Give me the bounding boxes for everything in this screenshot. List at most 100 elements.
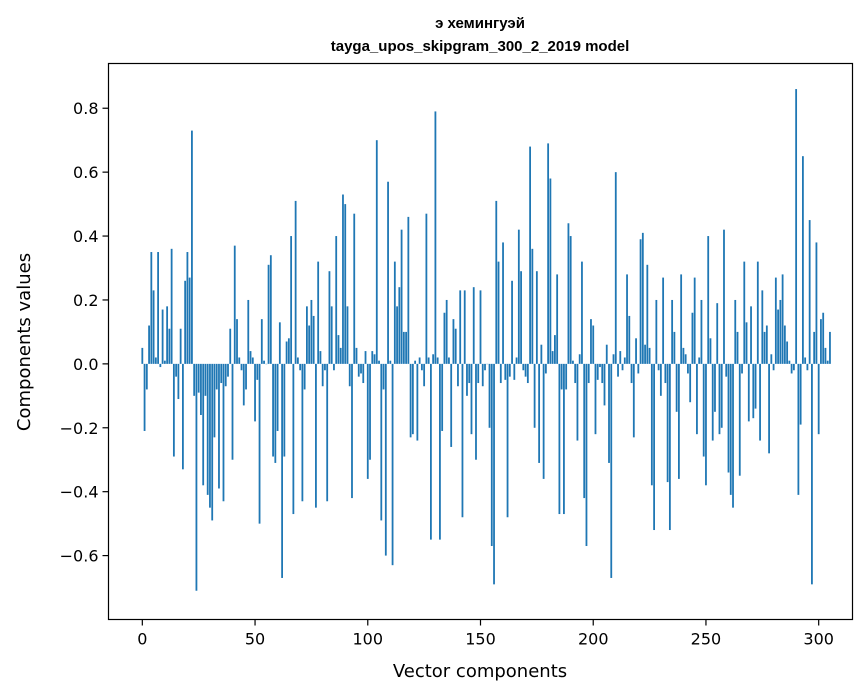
bar-206 (605, 344, 608, 364)
bar-113 (396, 306, 398, 364)
bar-225 (648, 347, 651, 364)
bar-272 (754, 363, 757, 409)
bar-166 (515, 357, 518, 364)
bar-88 (339, 347, 342, 364)
bar-99 (364, 351, 367, 364)
bar-7 (157, 252, 159, 364)
bar-199 (590, 319, 592, 364)
bar-137 (450, 363, 453, 447)
bar-232 (664, 363, 667, 384)
bar-2 (145, 363, 148, 390)
bar-281 (774, 277, 777, 364)
bar-270 (750, 306, 752, 364)
bar-4 (150, 252, 153, 364)
y-tick-label: −0.2 (60, 419, 99, 438)
bar-85 (333, 363, 335, 371)
bar-155 (490, 363, 493, 547)
bar-184 (556, 274, 559, 364)
bar-23 (193, 363, 196, 396)
bar-173 (531, 248, 534, 364)
bar-263 (734, 299, 737, 364)
bar-40 (231, 363, 234, 460)
bar-61 (278, 322, 281, 364)
bar-128 (430, 363, 432, 540)
bar-254 (714, 363, 716, 412)
bar-172 (529, 146, 531, 364)
bar-56 (267, 264, 270, 364)
bar-296 (808, 220, 811, 364)
bar-103 (373, 354, 376, 364)
bar-105 (378, 360, 380, 364)
bar-18 (182, 363, 184, 470)
bar-159 (499, 363, 502, 384)
bar-193 (576, 363, 579, 441)
bar-227 (653, 363, 655, 531)
bar-119 (409, 363, 412, 438)
bar-299 (815, 242, 818, 364)
bar-192 (574, 363, 577, 384)
bar-287 (788, 360, 791, 364)
bar-0 (141, 347, 144, 364)
bar-145 (468, 363, 471, 384)
bar-238 (678, 363, 680, 479)
bar-186 (560, 363, 563, 390)
bar-203 (599, 363, 601, 368)
bar-91 (346, 306, 349, 364)
bar-283 (779, 299, 782, 364)
chart-title-line2: tayga_upos_skipgram_300_2_2019 model (331, 38, 630, 55)
bar-190 (569, 236, 572, 364)
bar-304 (826, 360, 829, 364)
y-tick-label: −0.4 (60, 483, 99, 502)
bar-80 (321, 363, 324, 387)
bar-35 (220, 363, 223, 384)
bar-136 (448, 357, 450, 364)
bar-259 (725, 363, 728, 377)
bar-220 (637, 363, 640, 374)
bar-93 (351, 363, 353, 499)
bar-60 (276, 363, 279, 431)
bar-49 (251, 357, 254, 364)
bar-89 (342, 194, 344, 364)
bar-102 (371, 351, 374, 364)
bar-48 (249, 351, 252, 364)
bar-75 (310, 299, 313, 364)
bar-182 (551, 351, 554, 364)
bar-96 (357, 363, 360, 377)
bar-36 (222, 363, 225, 502)
bar-59 (274, 363, 277, 463)
bar-124 (420, 363, 423, 371)
bar-146 (470, 363, 473, 435)
bar-126 (425, 213, 428, 364)
bar-234 (668, 363, 671, 531)
bar-244 (691, 312, 694, 364)
bar-74 (308, 325, 311, 364)
bar-221 (639, 239, 642, 364)
bar-181 (549, 178, 552, 364)
bar-251 (707, 236, 710, 364)
bar-205 (603, 363, 606, 406)
bar-191 (572, 360, 574, 364)
bar-183 (554, 335, 556, 364)
bar-26 (200, 363, 202, 415)
bar-294 (804, 357, 807, 364)
bar-293 (802, 156, 804, 364)
bar-79 (319, 351, 322, 364)
bar-117 (405, 331, 407, 364)
bar-142 (461, 363, 464, 518)
bar-13 (170, 248, 173, 364)
bar-235 (671, 299, 674, 364)
bar-150 (479, 290, 482, 364)
y-tick-label: 0.8 (73, 99, 98, 118)
bar-240 (682, 347, 685, 364)
bar-152 (484, 363, 486, 371)
bar-175 (535, 271, 538, 364)
bar-77 (315, 363, 317, 508)
bar-273 (756, 261, 759, 364)
bar-47 (247, 299, 250, 364)
bar-127 (427, 357, 430, 364)
bar-39 (229, 328, 232, 364)
bar-43 (238, 357, 241, 364)
bar-64 (285, 341, 288, 364)
bar-120 (411, 363, 414, 435)
bar-83 (328, 271, 331, 364)
